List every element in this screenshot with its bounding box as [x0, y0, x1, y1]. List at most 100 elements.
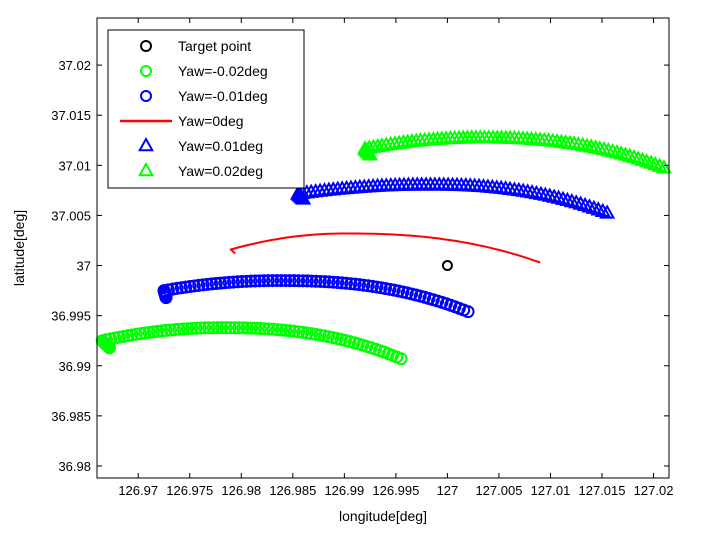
legend: Target point Yaw=-0.02deg Yaw=-0.01deg Yaw=… — [107, 29, 305, 189]
x-axis-label: longitude[deg] — [339, 508, 427, 524]
circle-marker — [205, 277, 219, 291]
circle-marker — [279, 274, 293, 288]
circle-marker — [283, 274, 297, 288]
circle-marker — [200, 277, 214, 291]
circle-marker — [266, 322, 280, 336]
x-tick-label: 126.99 — [324, 483, 364, 498]
circle-marker — [244, 274, 258, 288]
series-2 — [157, 274, 475, 319]
x-tick-label: 127 — [437, 483, 459, 498]
circle-marker — [257, 322, 271, 336]
y-tick-label: 36.99 — [58, 359, 91, 374]
circle-marker — [196, 278, 210, 292]
triangle-marker — [655, 159, 672, 174]
circle-marker — [270, 274, 284, 288]
legend-entry-label: Yaw=-0.01deg — [178, 88, 268, 104]
circle-marker — [335, 276, 349, 290]
circle-marker — [300, 274, 314, 288]
circle-marker — [326, 275, 340, 289]
triangle-marker — [608, 144, 625, 159]
circle-marker — [172, 322, 186, 336]
circle-marker — [202, 321, 216, 335]
circle-marker — [176, 322, 190, 336]
circle-marker — [146, 325, 160, 339]
triangle-marker — [621, 147, 638, 162]
circle-marker — [231, 275, 245, 289]
x-tick-label: 126.985 — [269, 483, 316, 498]
circle-marker — [97, 335, 111, 349]
triangle-marker — [617, 146, 634, 161]
circle-marker — [266, 274, 280, 288]
circle-marker — [151, 324, 165, 338]
circle-marker — [215, 321, 229, 335]
circle-marker — [287, 274, 301, 288]
series-4 — [289, 176, 616, 219]
circle-marker — [274, 323, 288, 337]
circle-marker — [318, 275, 332, 289]
circle-marker — [270, 323, 284, 337]
triangle-marker — [613, 145, 630, 160]
triangle-marker — [550, 189, 567, 204]
circle-marker — [183, 280, 197, 294]
triangle-marker — [599, 204, 616, 219]
circle-marker — [248, 274, 262, 288]
series-3 — [229, 232, 541, 264]
legend-box — [107, 29, 305, 189]
circle-marker — [461, 305, 475, 319]
circle-marker — [228, 321, 242, 335]
legend-triangle-swatch — [137, 136, 155, 152]
circle-marker — [198, 321, 212, 335]
circle-marker — [292, 325, 306, 339]
circle-marker — [168, 323, 182, 337]
legend-entry-label: Yaw=-0.02deg — [178, 63, 268, 79]
x-tick-label: 127.005 — [475, 483, 522, 498]
circle-marker — [292, 274, 306, 288]
x-tick-label: 126.995 — [372, 483, 419, 498]
circle-marker — [305, 274, 319, 288]
circle-marker — [192, 278, 206, 292]
triangle-marker — [568, 194, 585, 209]
circle-marker — [253, 274, 267, 288]
circle-marker — [245, 321, 259, 335]
series-5 — [356, 129, 672, 174]
triangle-marker — [546, 188, 563, 203]
triangle-marker — [625, 148, 642, 164]
circle-marker — [240, 274, 254, 288]
legend-circle-swatch — [140, 90, 152, 102]
x-tick-label: 127.02 — [634, 483, 674, 498]
circle-marker — [179, 280, 193, 294]
y-tick-label: 37.005 — [51, 208, 91, 223]
circle-marker — [365, 279, 379, 293]
legend-triangle-swatch — [137, 161, 155, 177]
x-tick-label: 127.01 — [531, 483, 571, 498]
triangle-marker — [563, 192, 580, 208]
circle-marker — [322, 275, 336, 289]
series-line — [229, 232, 541, 264]
circle-marker — [309, 274, 323, 288]
x-tick-label: 127.015 — [579, 483, 626, 498]
circle-marker — [348, 277, 362, 291]
triangle-marker — [630, 150, 647, 165]
circle-marker — [261, 274, 275, 288]
circle-marker — [209, 276, 223, 290]
circle-marker — [240, 321, 254, 335]
circle-marker — [222, 275, 236, 289]
circle-marker — [223, 321, 237, 335]
y-tick-label: 37.02 — [58, 58, 91, 73]
circle-marker — [159, 323, 173, 337]
circle-marker — [226, 275, 240, 289]
x-tick-label: 126.98 — [221, 483, 261, 498]
y-tick-label: 36.98 — [58, 459, 91, 474]
y-tick-label: 36.985 — [51, 409, 91, 424]
circle-marker — [219, 321, 233, 335]
circle-marker — [262, 322, 276, 336]
triangle-marker — [638, 153, 655, 168]
legend-entry-label: Yaw=0deg — [178, 113, 244, 129]
circle-marker — [193, 321, 207, 335]
circle-marker — [210, 321, 224, 335]
triangle-marker — [643, 154, 660, 169]
triangle-marker — [600, 142, 617, 157]
circle-marker — [174, 281, 188, 295]
circle-marker — [218, 276, 232, 290]
